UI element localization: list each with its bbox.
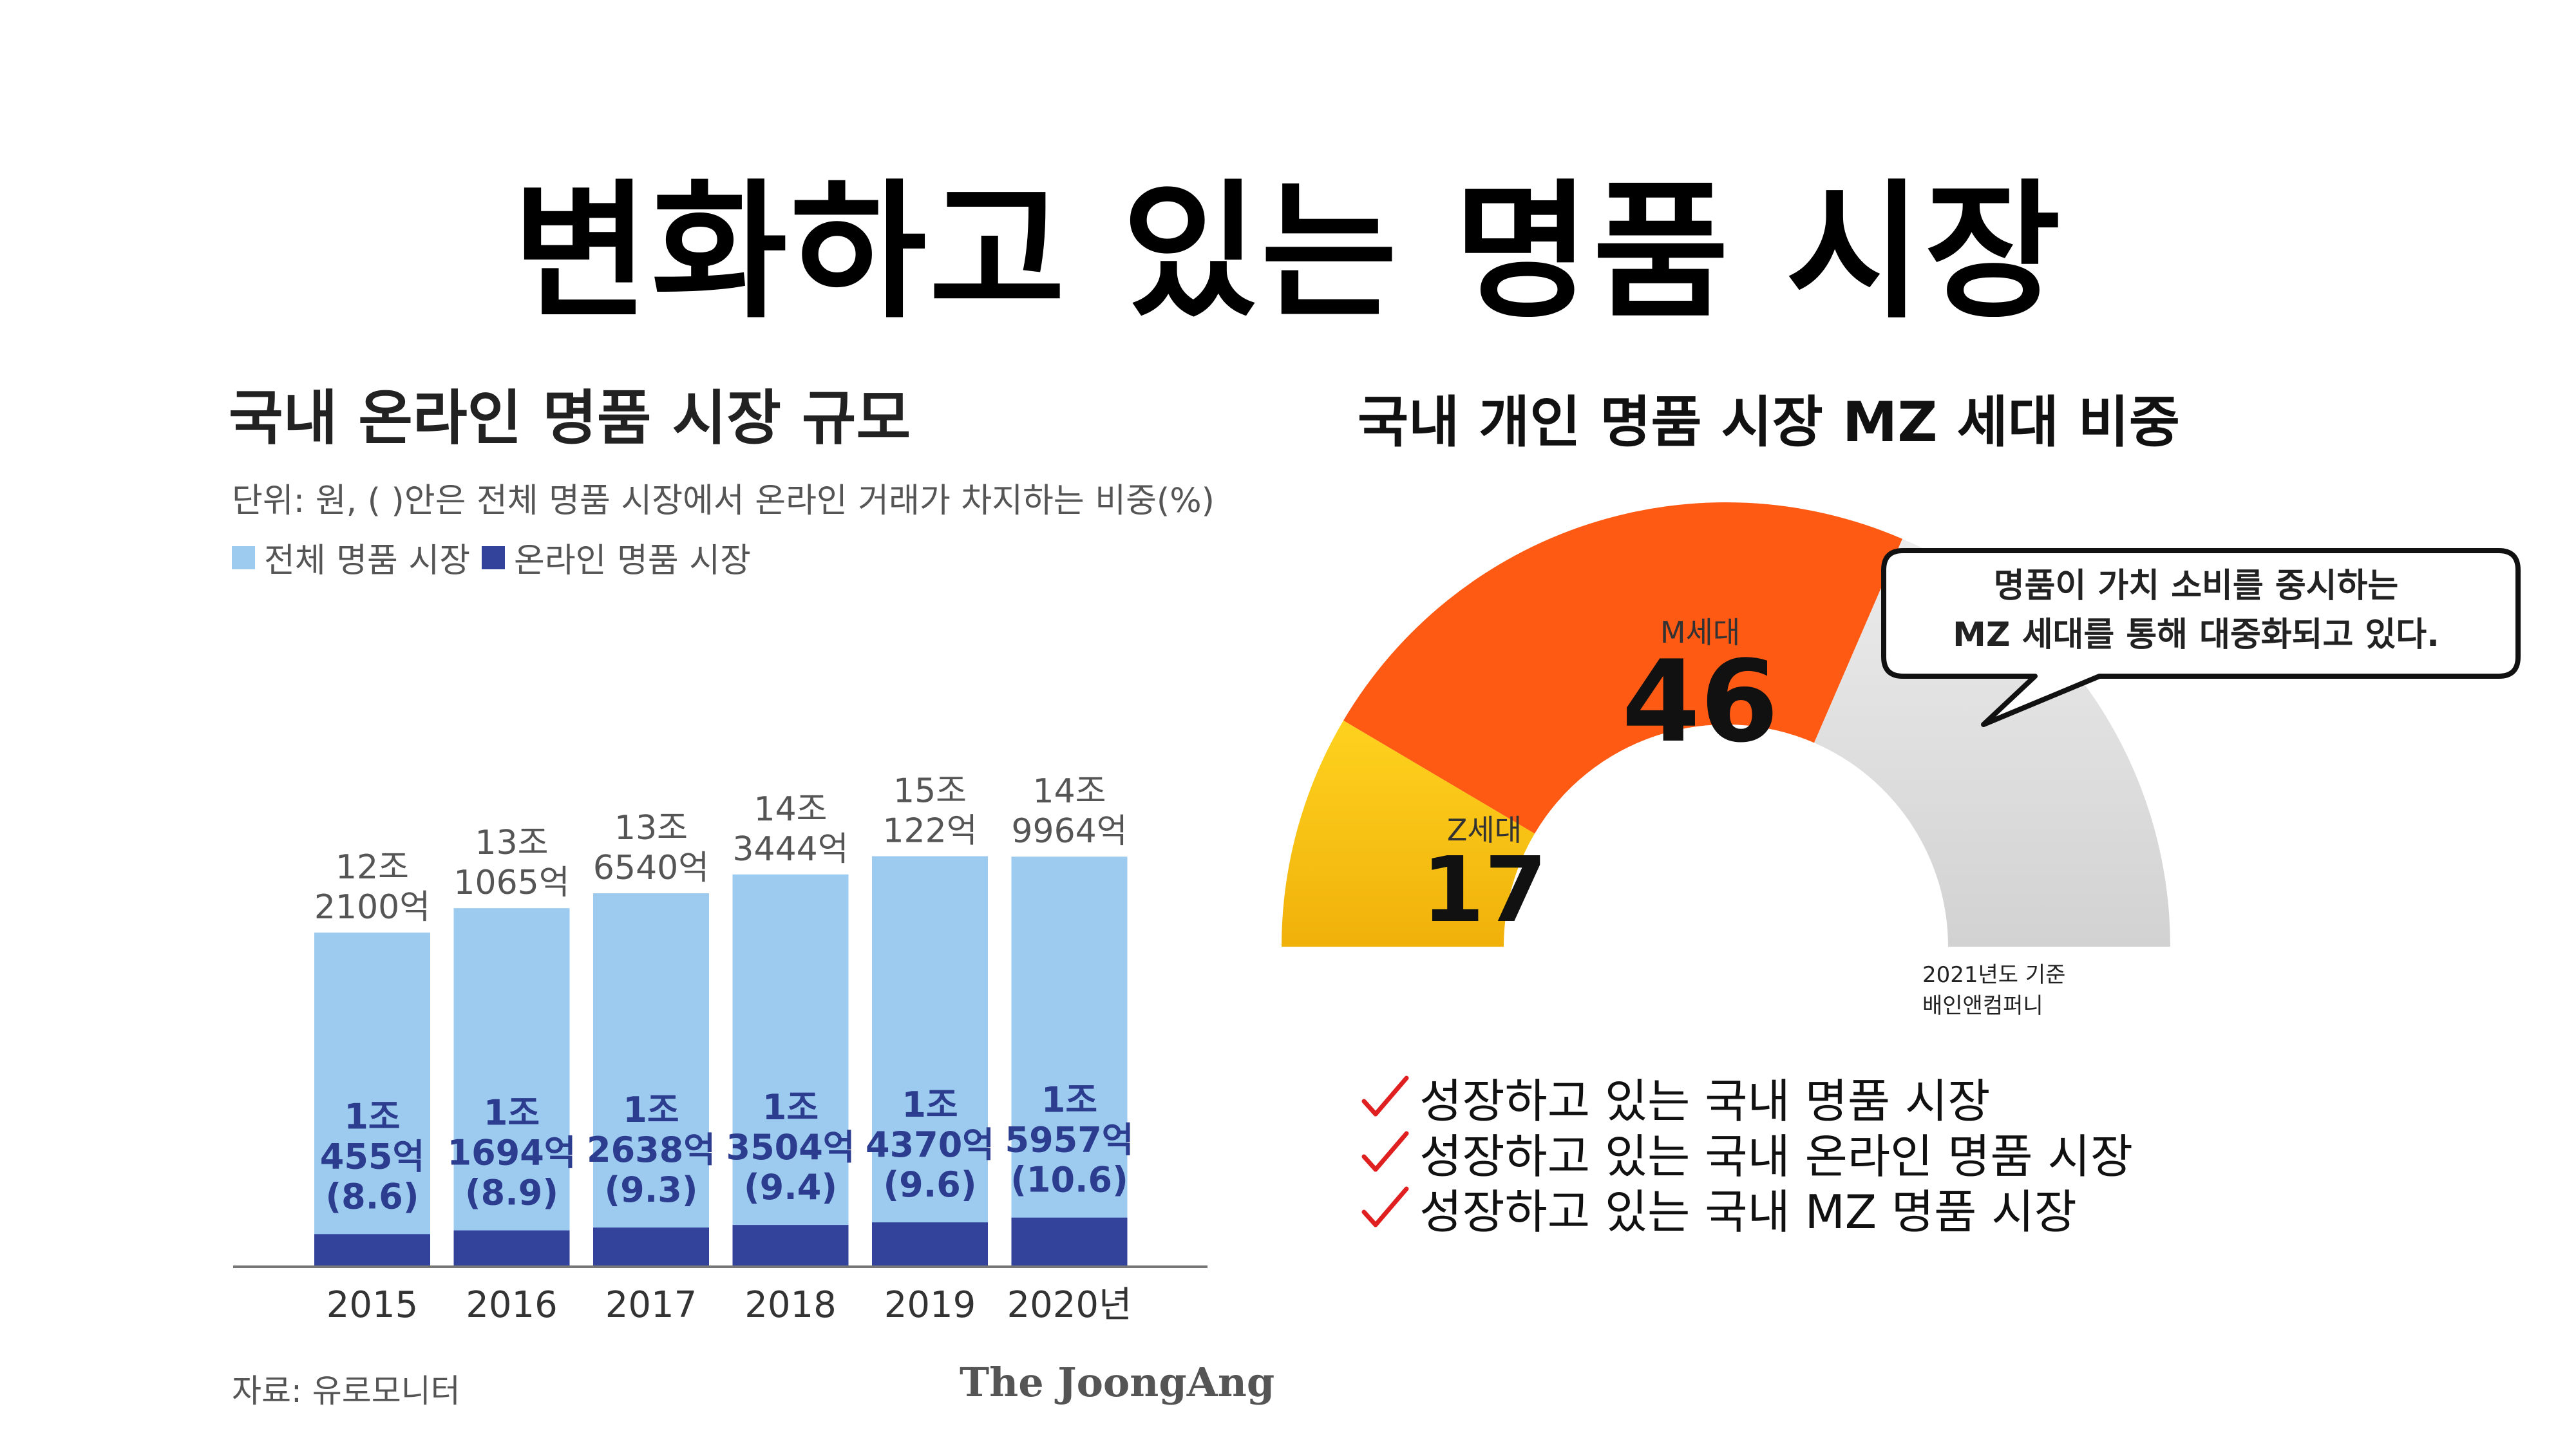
legend-item-online: 온라인 명품 시장: [482, 533, 751, 582]
publisher-logo: The JoongAng: [960, 1359, 1275, 1406]
check-item: 성장하고 있는 국내 온라인 명품 시장: [1359, 1124, 2133, 1184]
legend-label-total: 전체 명품 시장: [264, 542, 471, 580]
bar-label-total: 14조: [753, 790, 827, 829]
page-title: 변화하고 있는 명품 시장: [512, 167, 2064, 339]
callout-bubble: [1881, 548, 2521, 727]
bar-label-online: (9.6): [883, 1164, 976, 1205]
slice-value-m: 46: [1622, 637, 1779, 768]
bar-chart-source: 자료: 유로모니터: [232, 1372, 460, 1410]
bar-chart-unit-note: 단위: 원, ( )안은 전체 명품 시장에서 온라인 거래가 차지하는 비중(…: [232, 482, 1215, 520]
x-tick-label: 2018: [744, 1284, 837, 1326]
bar-label-total: 9964억: [1011, 812, 1127, 851]
check-item: 성장하고 있는 국내 MZ 명품 시장: [1359, 1180, 2133, 1239]
check-item-text: 성장하고 있는 국내 온라인 명품 시장: [1419, 1129, 2134, 1184]
bar-label-online: 1조: [344, 1096, 400, 1137]
bar-label-total: 15조: [893, 772, 967, 811]
slice-value-z: 17: [1422, 838, 1548, 943]
bar-label-total: 13조: [475, 824, 548, 862]
bar-label-online: (8.6): [325, 1176, 419, 1217]
gauge-basis-note: 2021년도 기준 배인앤컴퍼니: [1922, 960, 2065, 1021]
bar-total-2018: [732, 874, 849, 1265]
checklist: 성장하고 있는 국내 명품 시장 성장하고 있는 국내 온라인 명품 시장 성장…: [1359, 1069, 2133, 1239]
bar-label-online: 1조: [762, 1087, 819, 1128]
bar-chart-title: 국내 온라인 명품 시장 규모: [229, 384, 911, 453]
bar-label-online: 2638억: [587, 1130, 715, 1170]
legend-swatch-online: [482, 545, 505, 569]
bar-label-total: 3444억: [732, 830, 848, 869]
bar-total-2019: [872, 856, 988, 1265]
bar-label-total: 122억: [882, 812, 977, 851]
callout-line: 명품이 가치 소비를 중시하는: [1993, 567, 2399, 605]
bar-label-online: 1694억: [448, 1133, 576, 1173]
bar-online-2018: [732, 1225, 849, 1265]
legend-label-online: 온라인 명품 시장: [514, 542, 751, 580]
bar-label-online: 1조: [623, 1090, 679, 1130]
bar-label-online: 1조: [1041, 1080, 1097, 1121]
x-tick-label: 2017: [605, 1284, 697, 1326]
bar-online-2019: [872, 1222, 988, 1265]
x-tick-label: 2015: [327, 1284, 419, 1326]
gauge-slice-M세대: [1343, 502, 1903, 834]
slice-label-m: M세대: [1660, 615, 1740, 650]
slice-label-z: Z세대: [1447, 813, 1522, 848]
bar-total-2017: [593, 893, 709, 1265]
bar-label-total: 13조: [614, 809, 688, 848]
gauge-slice-Z세대: [1282, 720, 1535, 947]
bar-label-online: (9.4): [744, 1167, 837, 1208]
bar-label-online: (8.9): [465, 1173, 558, 1213]
bar-label-total: 14조: [1032, 772, 1106, 811]
basis-line: 배인앤컴퍼니: [1922, 993, 2043, 1019]
bar-label-online: 5957억: [1005, 1120, 1134, 1160]
bar-online-2017: [593, 1227, 709, 1265]
gauge-chart-title: 국내 개인 명품 시장 MZ 세대 비중: [1358, 390, 2181, 455]
bar-label-online: 1조: [902, 1084, 958, 1125]
bar-label-online: (10.6): [1010, 1160, 1128, 1200]
red-checkmark-icon: [1361, 1186, 1409, 1227]
bar-label-total: 12조: [336, 848, 409, 887]
bar-total-2020년: [1011, 857, 1128, 1265]
basis-line: 2021년도 기준: [1922, 962, 2066, 988]
legend-swatch-total: [232, 545, 255, 569]
bar-label-online: 3504억: [726, 1127, 855, 1168]
legend-item-total: 전체 명품 시장: [232, 533, 470, 582]
bar-total-2015: [314, 933, 430, 1265]
x-tick-label: 2016: [466, 1284, 558, 1326]
bar-total-2016: [453, 908, 570, 1265]
bar-label-online: 455억: [320, 1136, 424, 1177]
check-item-text: 성장하고 있는 국내 명품 시장: [1419, 1074, 1991, 1128]
bar-online-2020년: [1011, 1217, 1128, 1265]
callout-line: MZ 세대를 통해 대중화되고 있다.: [1953, 616, 2439, 654]
x-tick-label: 2019: [884, 1284, 976, 1326]
bar-online-2016: [453, 1230, 570, 1265]
bar-label-online: 1조: [484, 1093, 540, 1133]
red-checkmark-icon: [1361, 1131, 1409, 1172]
check-item: 성장하고 있는 국내 명품 시장: [1359, 1069, 2133, 1128]
red-checkmark-icon: [1361, 1075, 1409, 1117]
bar-label-total: 2100억: [314, 888, 430, 927]
bar-label-total: 6540억: [593, 849, 709, 887]
x-tick-label: 2020년: [1007, 1284, 1132, 1326]
check-item-text: 성장하고 있는 국내 MZ 명품 시장: [1419, 1184, 2077, 1239]
bar-label-total: 1065억: [453, 864, 569, 902]
bar-online-2015: [314, 1234, 430, 1265]
bar-label-online: 4370억: [866, 1124, 994, 1165]
callout-text: 명품이 가치 소비를 중시하는 MZ 세대를 통해 대중화되고 있다.: [1874, 562, 2518, 659]
bar-label-online: (9.3): [604, 1170, 697, 1210]
